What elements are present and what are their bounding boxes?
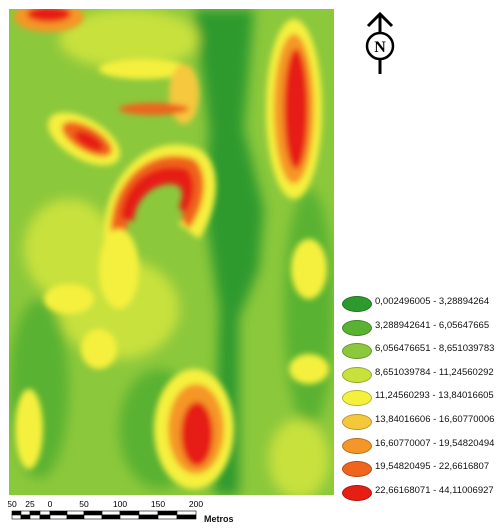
scale-segment [176,514,197,520]
scale-segment [11,514,22,520]
legend-label: 19,54820495 - 22,6616807 [375,461,490,473]
legend-item: 16,60770007 - 19,54820494 [340,435,502,459]
scale-segment [157,510,178,516]
scale-segment [138,514,159,520]
scale-segment [83,514,103,520]
scale-segment [157,514,178,520]
legend-swatch [342,296,372,312]
scale-bar: 50 25 0 50 100 150 200 Metros [7,498,258,524]
north-arrow-icon: N [365,12,395,74]
scale-segment [66,514,85,520]
legend-swatch [342,390,372,407]
scale-tick-label: 100 [113,499,127,509]
legend-label: 16,60770007 - 19,54820494 [375,437,495,449]
legend-item: 0,002496005 - 3,28894264 [340,293,502,317]
heat-raster-map [9,9,334,495]
scale-segment [119,510,140,516]
legend-label: 6,056476651 - 8,651039783 [375,343,495,355]
legend-item: 13,84016606 - 16,60770006 [340,411,502,435]
legend: 0,002496005 - 3,28894264 3,288942641 - 6,… [340,293,502,505]
legend-swatch [342,437,372,454]
scale-segment [20,514,31,520]
scale-tick-label: 0 [48,499,53,509]
scale-segment [29,510,41,516]
legend-label: 3,288942641 - 6,05647665 [375,319,490,331]
scale-segment [11,510,22,516]
legend-label: 8,651039784 - 11,24560292 [375,366,494,378]
scale-tick-label: 50 [79,499,89,509]
scale-segment [20,510,31,516]
scale-segment [83,510,103,516]
scale-segment [119,514,140,520]
legend-item: 22,66168071 - 44,11006927 [340,482,502,506]
legend-label: 0,002496005 - 3,28894264 [375,296,490,307]
legend-item: 3,288942641 - 6,05647665 [340,317,502,341]
legend-swatch [342,319,372,336]
scale-bar-graphic: 50 25 0 50 100 150 200 [7,499,203,520]
scale-segment [138,510,159,516]
legend-swatch [342,343,372,360]
legend-swatch [342,461,372,478]
legend-label: 11,24560293 - 13,84016605 [375,390,494,402]
legend-label: 22,66168071 - 44,11006927 [375,484,494,496]
legend-item: 6,056476651 - 8,651039783 [340,340,502,364]
scale-tick-label: 200 [189,499,203,509]
legend-item: 19,54820495 - 22,6616807 [340,458,502,482]
scale-segment [101,510,121,516]
legend-swatch [342,484,372,501]
legend-item: 8,651039784 - 11,24560292 [340,364,502,388]
scale-segment [39,514,51,520]
scale-tick-label: 50 [8,499,17,509]
legend-swatch [342,366,372,383]
scale-unit: Metros [204,514,234,524]
scale-tick-label: 25 [25,499,35,509]
north-letter: N [374,39,386,56]
scale-segment [66,510,85,516]
legend-swatch [342,413,372,430]
scale-segment [49,510,68,516]
scale-tick-label: 150 [151,499,165,509]
scale-segment [176,510,197,516]
scale-segment [101,514,121,520]
scale-segment [39,510,51,516]
legend-label: 13,84016606 - 16,60770006 [375,413,495,425]
scale-segment [49,514,68,520]
legend-item: 11,24560293 - 13,84016605 [340,387,502,411]
scale-segment [29,514,41,520]
